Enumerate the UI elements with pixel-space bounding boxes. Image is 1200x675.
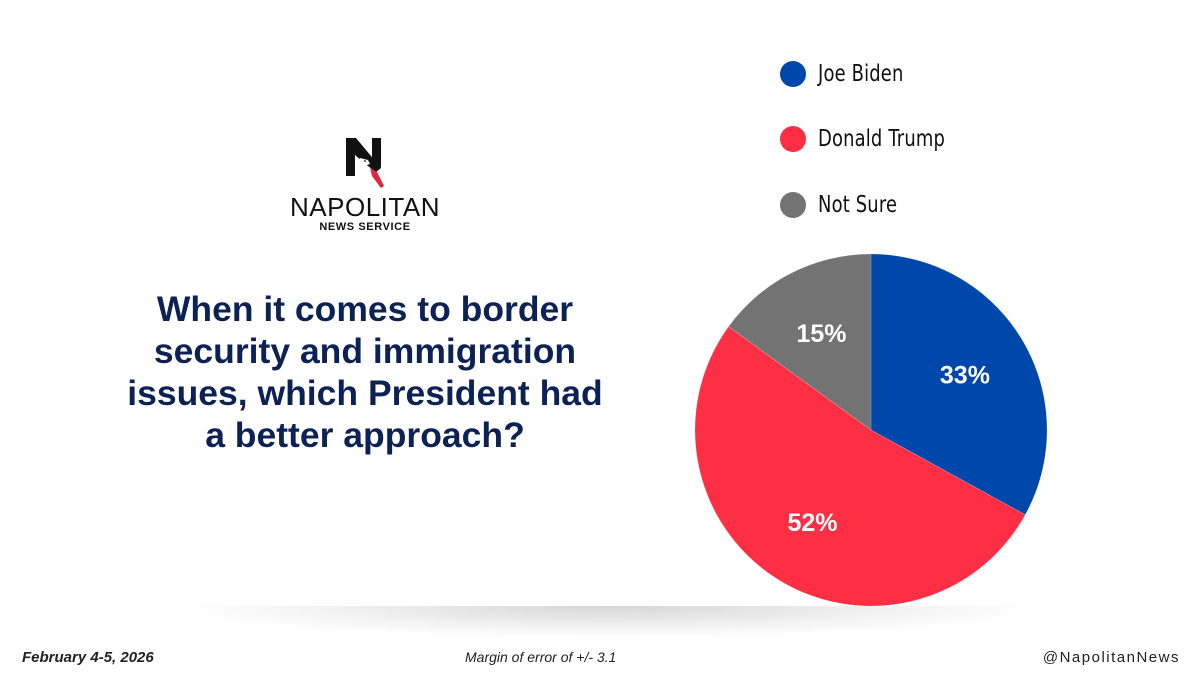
legend-swatch-joe-biden: [780, 61, 806, 87]
pie-slice-donald-trump: [694, 326, 1026, 607]
poll-question: When it comes to border security and imm…: [127, 289, 603, 455]
legend-item-joe-biden: Joe Biden: [780, 56, 928, 92]
poll-date: February 4-5, 2026: [22, 649, 154, 666]
pie-slice-not-sure: [728, 253, 872, 431]
legend-swatch-not-sure: [780, 192, 806, 218]
pie-slice-joe-biden: [870, 253, 1048, 516]
legend-item-donald-trump: Donald Trump: [780, 121, 981, 157]
pie-label-donald-trump: 52%: [788, 509, 838, 537]
margin-of-error: Margin of error of +/- 3.1: [465, 649, 617, 665]
pie-label-joe-biden: 33%: [940, 361, 990, 389]
logo-subtitle: NEWS SERVICE: [319, 221, 411, 233]
social-handle: @NapolitanNews: [1042, 649, 1180, 666]
pie-label-not-sure: 15%: [796, 320, 846, 348]
logo-n-eagle-icon: [346, 138, 384, 188]
napolitan-logo: NAPOLITAN NEWS SERVICE: [280, 136, 450, 236]
legend-swatch-donald-trump: [780, 126, 806, 152]
legend-label: Not Sure: [818, 192, 898, 218]
legend-label: Donald Trump: [818, 126, 946, 152]
logo-name: NAPOLITAN: [290, 192, 440, 222]
legend-item-not-sure: Not Sure: [780, 187, 919, 223]
legend-label: Joe Biden: [818, 61, 904, 87]
chart-shadow: [200, 606, 1020, 636]
